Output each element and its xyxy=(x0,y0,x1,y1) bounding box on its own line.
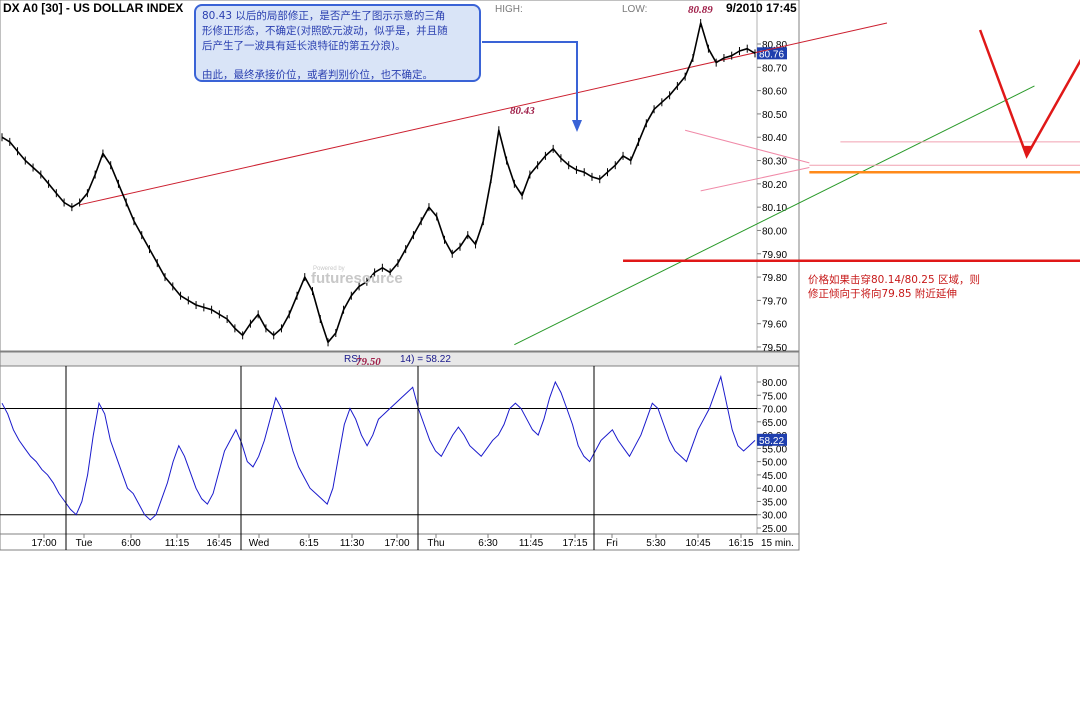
annotation-line-2: 形修正形态，不确定(对照欧元波动，似乎是，并且随 xyxy=(202,25,448,37)
price-y-tick-label: 80.30 xyxy=(762,157,787,168)
annotation-line-1: 80.43 以后的局部修正，是否产生了图示示意的三角 xyxy=(202,10,446,22)
x-tick-label: 11:15 xyxy=(165,538,190,549)
price-y-tick-label: 79.60 xyxy=(762,320,787,331)
callout-arrow-head xyxy=(572,120,582,132)
lower-channel-line xyxy=(514,85,1035,346)
price-y-tick-label: 79.80 xyxy=(762,273,787,284)
right-note-line-2: 修正倾向于将向79.85 附近延伸 xyxy=(808,288,957,300)
x-tick-label: 11:45 xyxy=(519,538,544,549)
projection-arrowhead xyxy=(1021,145,1032,157)
price-y-tick-label: 80.00 xyxy=(762,226,787,237)
chart-title: DX A0 [30] - US DOLLAR INDEX xyxy=(3,1,183,15)
header-date: 9/2010 17:45 xyxy=(726,1,797,15)
rsi-y-tick-label: 80.00 xyxy=(762,378,787,389)
x-axis-frame xyxy=(0,533,800,551)
rsi-last-label: 58.22 xyxy=(759,436,784,447)
x-tick-label: 17:00 xyxy=(384,538,409,549)
rsi-y-tick-label: 40.00 xyxy=(762,484,787,495)
annotation-box: 80.43 以后的局部修正，是否产生了图示示意的三角 形修正形态，不确定(对照欧… xyxy=(194,4,481,82)
price-y-tick-label: 80.70 xyxy=(762,63,787,74)
header-low-label: LOW: xyxy=(622,4,647,15)
x-tick-label: Thu xyxy=(427,538,444,549)
rsi-y-tick-label: 25.00 xyxy=(762,524,787,535)
rsi-y-tick-label: 55.00 xyxy=(762,444,787,455)
price-panel-frame xyxy=(0,0,800,352)
triangle-upper-line xyxy=(685,129,810,164)
annotation-line-3: 后产生了一波具有延长浪特征的第五分浪)。 xyxy=(202,40,406,52)
x-tick-label: 11:30 xyxy=(340,538,365,549)
price-y-tick-label: 80.60 xyxy=(762,87,787,98)
x-axis: 17:00 Tue 6:00 11:15 16:45 Wed 6:15 11:30 17:00 T… xyxy=(0,366,800,551)
rsi-line xyxy=(1,374,756,521)
low-label: 79.50 xyxy=(356,356,381,368)
x-unit-label: 15 min. xyxy=(761,538,794,549)
rsi-reference-lines xyxy=(0,408,757,516)
projection-path xyxy=(978,29,1080,159)
price-line xyxy=(1,22,756,344)
x-tick-label: 6:30 xyxy=(478,538,498,549)
rsi-y-tick-label: 30.00 xyxy=(762,511,787,522)
header-high-label: HIGH: xyxy=(495,4,523,15)
watermark: futuresource xyxy=(311,270,403,287)
triangle-lower-line xyxy=(700,167,810,192)
peak-high-label: 80.89 xyxy=(688,4,713,16)
watermark-small: Powered by xyxy=(313,266,345,272)
price-y-tick-label: 79.90 xyxy=(762,250,787,261)
x-tick-label: Wed xyxy=(249,538,269,549)
upper-channel-line xyxy=(79,22,888,206)
x-tick-label: Fri xyxy=(606,538,618,549)
x-tick-label: 6:00 xyxy=(121,538,141,549)
price-y-tick-label: 80.20 xyxy=(762,180,787,191)
rsi-y-axis: 80.0075.0070.0065.0060.0055.0050.0045.00… xyxy=(757,378,787,535)
x-tick-label: 17:15 xyxy=(562,538,587,549)
price-series xyxy=(1,19,756,347)
x-tick-label: 16:15 xyxy=(728,538,753,549)
rsi-y-tick-label: 45.00 xyxy=(762,471,787,482)
price-panel: DX A0 [30] - US DOLLAR INDEX HIGH: LOW: … xyxy=(0,0,1080,354)
x-tick-label: Tue xyxy=(76,538,93,549)
last-price-label: 80.76 xyxy=(759,49,784,60)
price-annotation-lines xyxy=(79,22,1080,346)
rsi-y-tick-label: 75.00 xyxy=(762,391,787,402)
rsi-y-tick-label: 65.00 xyxy=(762,418,787,429)
rsi-readout: 14) = 58.22 xyxy=(400,354,451,365)
price-y-tick-label: 80.80 xyxy=(762,40,787,51)
price-y-tick-label: 80.10 xyxy=(762,203,787,214)
rsi-y-tick-label: 50.00 xyxy=(762,458,787,469)
callout-arrow xyxy=(482,41,578,128)
x-tick-label: 17:00 xyxy=(31,538,56,549)
rsi-y-tick-label: 35.00 xyxy=(762,497,787,508)
x-tick-label: 5:30 xyxy=(646,538,666,549)
rsi-last-box xyxy=(757,433,787,446)
annotation-line-4: 由此，最终承接价位，或者判别价位，也不确定。 xyxy=(202,69,433,81)
x-tick-label: 6:15 xyxy=(299,538,319,549)
rsi-y-tick-label: 70.00 xyxy=(762,405,787,416)
x-tick-label: 16:45 xyxy=(206,538,231,549)
rsi-panel-frame xyxy=(0,365,800,535)
price-y-tick-label: 80.40 xyxy=(762,133,787,144)
right-note-line-1: 价格如果击穿80.14/80.25 区域，则 xyxy=(808,274,980,286)
price-y-axis: 80.80 80.70 80.60 80.50 80.40 80.30 80.20 80.10… xyxy=(757,40,787,354)
rsi-title: RSI xyxy=(344,354,361,365)
right-note: 价格如果击穿80.14/80.25 区域，则 修正倾向于将向79.85 附近延伸 xyxy=(808,273,998,301)
x-tick-label: 10:45 xyxy=(685,538,710,549)
rsi-series xyxy=(1,374,756,521)
price-y-tick-label: 79.50 xyxy=(762,343,787,354)
price-y-tick-label: 80.50 xyxy=(762,110,787,121)
rsi-panel: RSI 14) = 58.22 80.0075.0070.0065.0060.0… xyxy=(0,351,800,535)
peak-mid-label: 80.43 xyxy=(510,105,535,117)
price-y-tick-label: 79.70 xyxy=(762,296,787,307)
